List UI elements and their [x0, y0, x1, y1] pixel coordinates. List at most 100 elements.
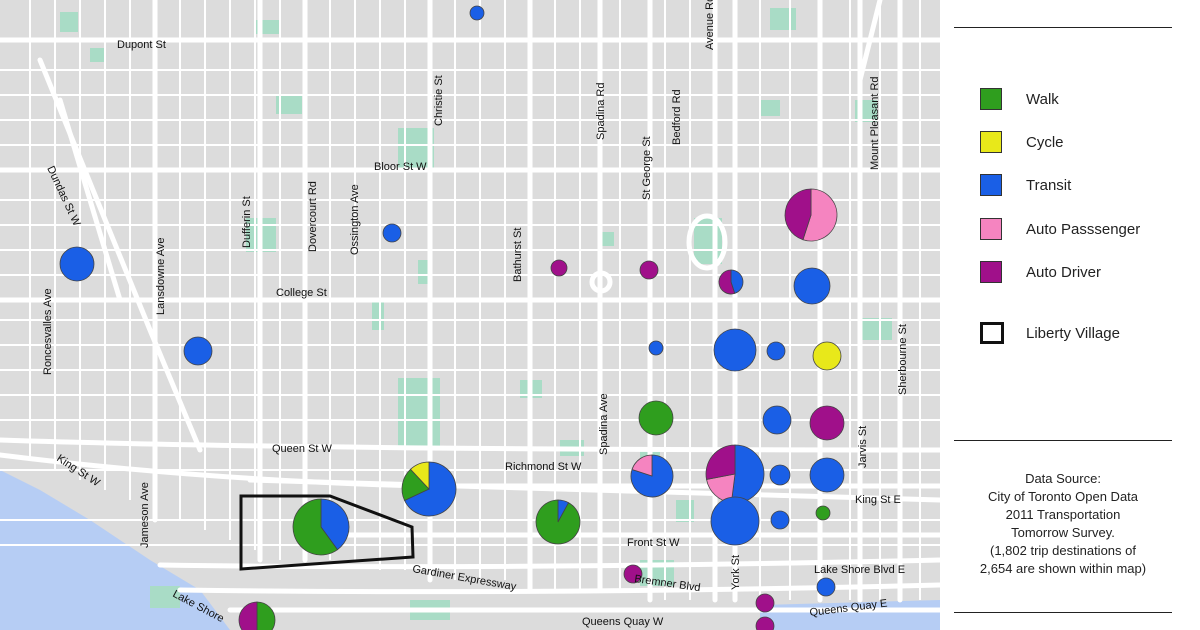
- legend-swatch-liberty-village: [980, 322, 1004, 344]
- map-view[interactable]: Dupont St Bloor St W College St Queen St…: [0, 0, 940, 630]
- legend-swatch-auto-driver: [980, 261, 1002, 283]
- legend-bottom-rule: [954, 612, 1172, 613]
- pie-slice-transit: [762, 405, 792, 435]
- pie-slice-transit: [183, 336, 213, 366]
- destination-pie-symbol: [755, 616, 775, 630]
- pie-slice-walk: [292, 498, 339, 556]
- pie-slice-transit: [59, 246, 95, 282]
- legend-item-walk: Walk: [980, 86, 1059, 112]
- destination-pie-symbol: [238, 601, 276, 630]
- pie-slice-transit: [320, 498, 350, 551]
- pie-slice-auto_driver: [809, 405, 845, 441]
- pie-slice-transit: [770, 510, 790, 530]
- street-label-queen: Queen St W: [272, 443, 333, 455]
- pie-slice-transit: [469, 5, 485, 21]
- pie-slice-transit: [769, 464, 791, 486]
- legend-item-transit: Transit: [980, 172, 1071, 198]
- destination-pie-symbol: [770, 510, 790, 530]
- destination-pie-symbol: [769, 464, 791, 486]
- pie-slice-auto_passenger: [802, 188, 838, 242]
- destination-pie-symbol: [183, 336, 213, 366]
- pie-slice-auto_driver: [639, 260, 659, 280]
- destination-pie-symbol: [809, 457, 845, 493]
- destination-pie-symbol: [713, 328, 757, 372]
- source-line: Data Source:: [1025, 471, 1101, 486]
- destination-pie-symbol: [793, 267, 831, 305]
- pie-slice-transit: [710, 496, 760, 546]
- street-label-avenue-rd: Avenue Rd: [704, 0, 716, 50]
- source-line: City of Toronto Open Data: [987, 489, 1139, 504]
- pie-slice-transit: [793, 267, 831, 305]
- destination-pie-symbol: [815, 505, 831, 521]
- legend-item-auto-passenger: Auto Passsenger: [980, 216, 1140, 242]
- destination-pie-symbol: [639, 260, 659, 280]
- pie-slice-transit: [382, 223, 402, 243]
- pie-slice-auto_driver: [238, 601, 258, 630]
- pie-slice-auto_passenger: [631, 454, 653, 477]
- destination-pie-symbol: [755, 593, 775, 613]
- map-canvas: Dupont St Bloor St W College St Queen St…: [0, 0, 940, 630]
- legend-item-liberty-village: Liberty Village: [980, 320, 1120, 346]
- pie-slice-transit: [766, 341, 786, 361]
- destination-pie-symbol: [630, 454, 674, 498]
- pie-slice-transit: [730, 269, 744, 294]
- street-label-jarvis: Jarvis St: [857, 426, 869, 468]
- legend-swatch-transit: [980, 174, 1002, 196]
- destination-pie-symbol: [809, 405, 845, 441]
- street-label-jameson: Jameson Ave: [139, 482, 151, 548]
- legend-swatch-cycle: [980, 131, 1002, 153]
- data-source-note: Data Source: City of Toronto Open Data 2…: [954, 470, 1172, 578]
- street-label-bloor: Bloor St W: [374, 161, 427, 173]
- pie-slice-auto_driver: [784, 188, 812, 241]
- destination-symbols: [59, 5, 845, 630]
- street-label-lakeshore-e: Lake Shore Blvd E: [814, 564, 905, 576]
- street-label-mount-pleasant: Mount Pleasant Rd: [869, 76, 881, 170]
- legend-item-cycle: Cycle: [980, 129, 1064, 155]
- street-label-front: Front St W: [627, 537, 680, 549]
- destination-pie-symbol: [784, 188, 838, 242]
- source-line: (1,802 trip destinations of: [990, 543, 1136, 558]
- street-label-christie: Christie St: [433, 75, 445, 126]
- pie-slice-auto_driver: [705, 444, 736, 480]
- pie-slice-walk: [638, 400, 674, 436]
- source-line: 2,654 are shown within map): [979, 561, 1147, 576]
- source-line: Tomorrow Survey.: [1011, 525, 1115, 540]
- street-label-bathurst: Bathurst St: [512, 228, 524, 282]
- legend-label-transit: Transit: [1026, 176, 1072, 194]
- pie-slice-walk: [815, 505, 831, 521]
- street-label-college: College St: [276, 287, 327, 299]
- destination-pie-symbol: [648, 340, 664, 356]
- destination-pie-symbol: [816, 577, 836, 597]
- destination-pie-symbol: [718, 269, 744, 295]
- street-label-roncesvalles: Roncesvalles Ave: [42, 288, 54, 375]
- pie-slice-transit: [404, 461, 457, 517]
- street-label-king-e: King St E: [855, 494, 901, 506]
- legend-item-auto-driver: Auto Driver: [980, 259, 1101, 285]
- legend-label-auto-passenger: Auto Passsenger: [1026, 220, 1141, 238]
- street-label-dupont: Dupont St: [117, 39, 166, 51]
- legend-label-walk: Walk: [1026, 90, 1059, 108]
- destination-pie-symbol: [382, 223, 402, 243]
- source-line: 2011 Transportation: [1005, 507, 1121, 522]
- street-label-queens-quay-w: Queens Quay W: [582, 616, 664, 628]
- destination-pie-symbol: [535, 499, 581, 545]
- pie-slice-transit: [648, 340, 664, 356]
- destination-pie-symbol: [550, 259, 568, 277]
- destination-pie-symbol: [469, 5, 485, 21]
- legend-label-cycle: Cycle: [1026, 133, 1064, 151]
- street-label-lansdowne: Lansdowne Ave: [155, 238, 167, 315]
- street-label-bedford: Bedford Rd: [671, 89, 683, 145]
- street-label-york: York St: [730, 555, 742, 590]
- pie-slice-cycle: [812, 341, 842, 371]
- destination-pie-symbol: [59, 246, 95, 282]
- pie-slice-walk: [256, 601, 276, 630]
- legend-top-rule: [954, 27, 1172, 28]
- pie-slice-walk: [535, 499, 581, 545]
- destination-pie-symbol: [638, 400, 674, 436]
- street-label-dovercourt: Dovercourt Rd: [307, 181, 319, 252]
- pie-slice-auto_driver: [718, 269, 736, 295]
- destination-pie-symbol: [812, 341, 842, 371]
- street-label-st-george: St George St: [641, 136, 653, 200]
- street-label-spadina-ave: Spadina Ave: [598, 393, 610, 455]
- destination-pie-symbol: [401, 461, 457, 517]
